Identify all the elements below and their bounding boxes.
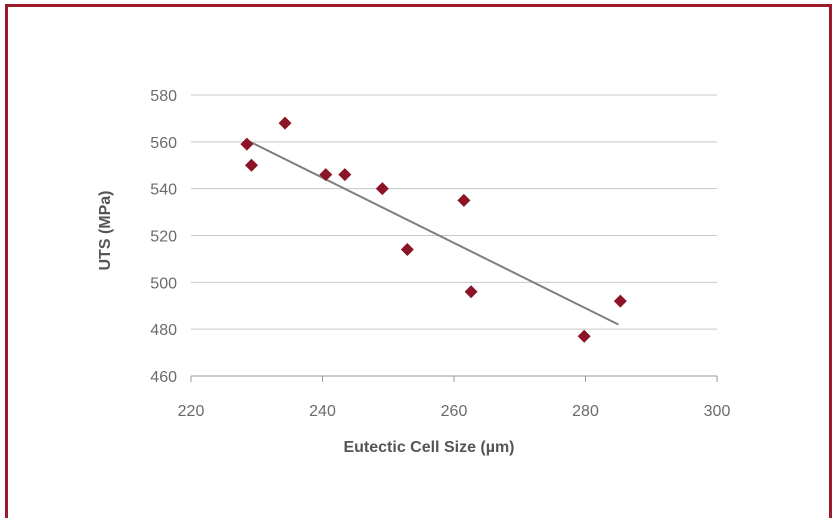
y-tick-label: 520 [150,229,177,246]
data-point [577,329,591,343]
data-point [400,243,414,257]
x-tick-label: 240 [309,403,336,420]
y-tick-label: 580 [150,88,177,105]
data-point [613,294,627,308]
data-point [278,116,292,130]
chart-frame [5,4,832,518]
y-tick-label: 480 [150,322,177,339]
trendline-group [249,140,619,326]
x-tick-labels: 220 240 260 280 300 [178,376,731,420]
data-point [338,168,352,182]
data-point [375,182,389,196]
y-axis-title: UTS (MPa) [97,191,114,271]
trendline [249,140,619,326]
data-point [244,158,258,172]
data-point [319,168,333,182]
data-point [457,193,471,207]
grid-lines [191,94,717,377]
x-tick-label: 280 [572,403,599,420]
data-points [240,116,627,343]
y-tick-label: 460 [150,369,177,386]
y-tick-labels: 460 480 500 520 540 560 580 [150,88,177,386]
data-point [240,137,254,151]
data-point [464,285,478,299]
x-axis-title: Eutectic Cell Size (µm) [343,439,514,456]
x-tick-label: 260 [441,403,468,420]
x-tick-label: 300 [704,403,731,420]
x-tick-label: 220 [178,403,205,420]
y-tick-label: 540 [150,182,177,199]
y-tick-label: 500 [150,275,177,292]
y-tick-label: 560 [150,135,177,152]
